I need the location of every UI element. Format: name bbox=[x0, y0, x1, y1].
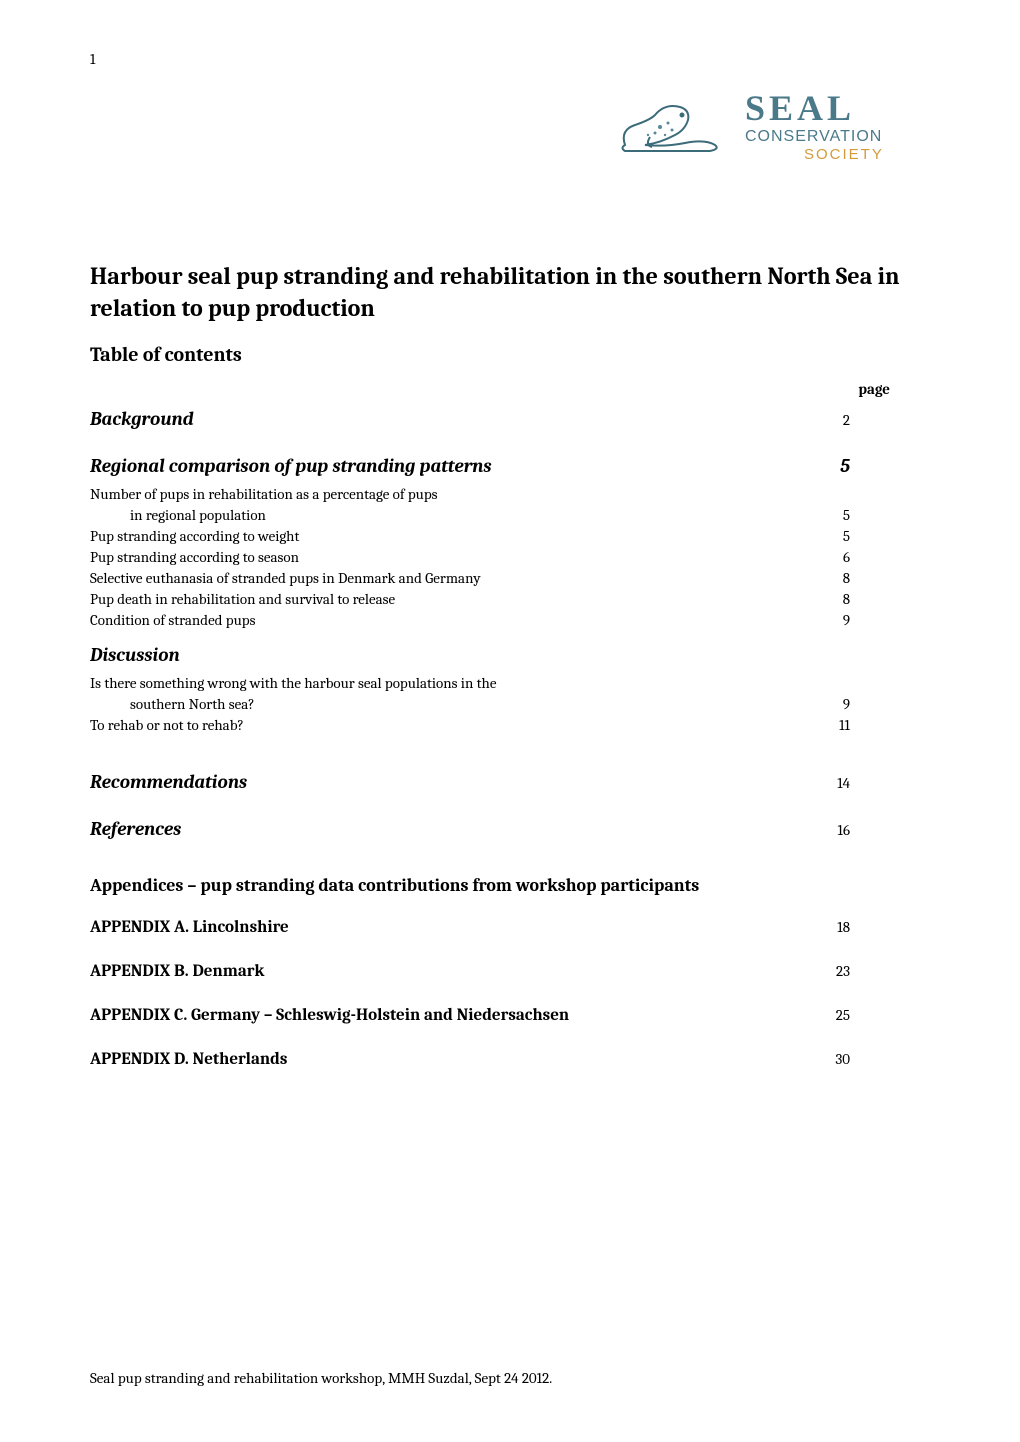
toc-background: Background 2 bbox=[90, 408, 930, 430]
toc-item-label: To rehab or not to rehab? bbox=[90, 716, 244, 734]
toc-regional-page: 5 bbox=[840, 455, 930, 477]
toc-references-page: 16 bbox=[838, 821, 930, 839]
logo-text-society: SOCIETY bbox=[804, 146, 884, 163]
toc-item-page: 8 bbox=[843, 569, 930, 587]
toc-item: in regional population 5 bbox=[90, 506, 930, 524]
toc-item-page: 11 bbox=[839, 716, 930, 734]
toc-appendix-a: APPENDIX A. Lincolnshire 18 bbox=[90, 918, 930, 937]
toc-item: Condition of stranded pups 9 bbox=[90, 611, 930, 629]
toc-item: southern North sea? 9 bbox=[90, 695, 930, 713]
toc-background-page: 2 bbox=[843, 411, 930, 429]
main-title: Harbour seal pup stranding and rehabilit… bbox=[90, 260, 930, 325]
toc-item-page: 9 bbox=[843, 695, 930, 713]
toc-appendix-label: APPENDIX A. Lincolnshire bbox=[90, 918, 289, 937]
seal-conservation-society-logo: SEAL CONSERVATION SOCIETY bbox=[610, 75, 930, 175]
toc-item-label: Selective euthanasia of stranded pups in… bbox=[90, 569, 481, 587]
logo-text-seal: SEAL bbox=[745, 88, 855, 128]
document-content: Harbour seal pup stranding and rehabilit… bbox=[90, 260, 930, 1069]
toc-title: Table of contents bbox=[90, 343, 930, 366]
toc-item: Selective euthanasia of stranded pups in… bbox=[90, 569, 930, 587]
toc-regional-label: Regional comparison of pup stranding pat… bbox=[90, 455, 491, 477]
toc-recommendations-label: Recommendations bbox=[90, 771, 247, 793]
toc-appendix-label: APPENDIX C. Germany – Schleswig-Holstein… bbox=[90, 1006, 569, 1025]
toc-item-label: in regional population bbox=[90, 506, 266, 524]
toc-appendix-page: 25 bbox=[836, 1006, 930, 1024]
toc-appendix-c: APPENDIX C. Germany – Schleswig-Holstein… bbox=[90, 1006, 930, 1025]
toc-item-label: Condition of stranded pups bbox=[90, 611, 255, 629]
toc-references-label: References bbox=[90, 818, 181, 840]
toc-discussion: Discussion bbox=[90, 644, 930, 666]
toc-item-label: southern North sea? bbox=[90, 695, 255, 713]
toc-item: Pup stranding according to weight 5 bbox=[90, 527, 930, 545]
footer-text: Seal pup stranding and rehabilitation wo… bbox=[90, 1369, 552, 1387]
toc-item-label: Is there something wrong with the harbou… bbox=[90, 674, 496, 692]
toc-item: To rehab or not to rehab? 11 bbox=[90, 716, 930, 734]
toc-recommendations: Recommendations 14 bbox=[90, 771, 930, 793]
toc-item-page: 8 bbox=[843, 590, 930, 608]
toc-appendix-page: 18 bbox=[837, 918, 930, 936]
toc-appendix-page: 30 bbox=[835, 1050, 930, 1068]
toc-item: Number of pups in rehabilitation as a pe… bbox=[90, 485, 930, 503]
toc-item-page: 5 bbox=[843, 527, 930, 545]
toc-regional: Regional comparison of pup stranding pat… bbox=[90, 455, 930, 477]
toc-item: Pup stranding according to season 6 bbox=[90, 548, 930, 566]
toc-appendix-page: 23 bbox=[836, 962, 930, 980]
toc-item: Is there something wrong with the harbou… bbox=[90, 674, 930, 692]
toc-appendix-d: APPENDIX D. Netherlands 30 bbox=[90, 1050, 930, 1069]
logo-text-conservation: CONSERVATION bbox=[745, 128, 882, 145]
logo-svg: SEAL CONSERVATION SOCIETY bbox=[610, 75, 930, 175]
toc-background-label: Background bbox=[90, 408, 194, 430]
toc-item-page: 6 bbox=[843, 548, 930, 566]
toc-recommendations-page: 14 bbox=[837, 774, 930, 792]
toc-discussion-label: Discussion bbox=[90, 644, 180, 666]
toc-appendix-label: APPENDIX B. Denmark bbox=[90, 962, 264, 981]
toc-appendices-header: Appendices – pup stranding data contribu… bbox=[90, 875, 930, 896]
toc-item-label: Number of pups in rehabilitation as a pe… bbox=[90, 485, 438, 503]
toc-item-label: Pup death in rehabilitation and survival… bbox=[90, 590, 395, 608]
toc-appendix-label: APPENDIX D. Netherlands bbox=[90, 1050, 287, 1069]
toc-references: References 16 bbox=[90, 818, 930, 840]
toc-item-page: 5 bbox=[843, 506, 930, 524]
toc-item: Pup death in rehabilitation and survival… bbox=[90, 590, 930, 608]
toc-item-label: Pup stranding according to weight bbox=[90, 527, 299, 545]
toc-item-label: Pup stranding according to season bbox=[90, 548, 299, 566]
page-number: 1 bbox=[90, 50, 95, 68]
toc-appendix-b: APPENDIX B. Denmark 23 bbox=[90, 962, 930, 981]
toc-item-page: 9 bbox=[843, 611, 930, 629]
page-label: page bbox=[90, 380, 930, 398]
